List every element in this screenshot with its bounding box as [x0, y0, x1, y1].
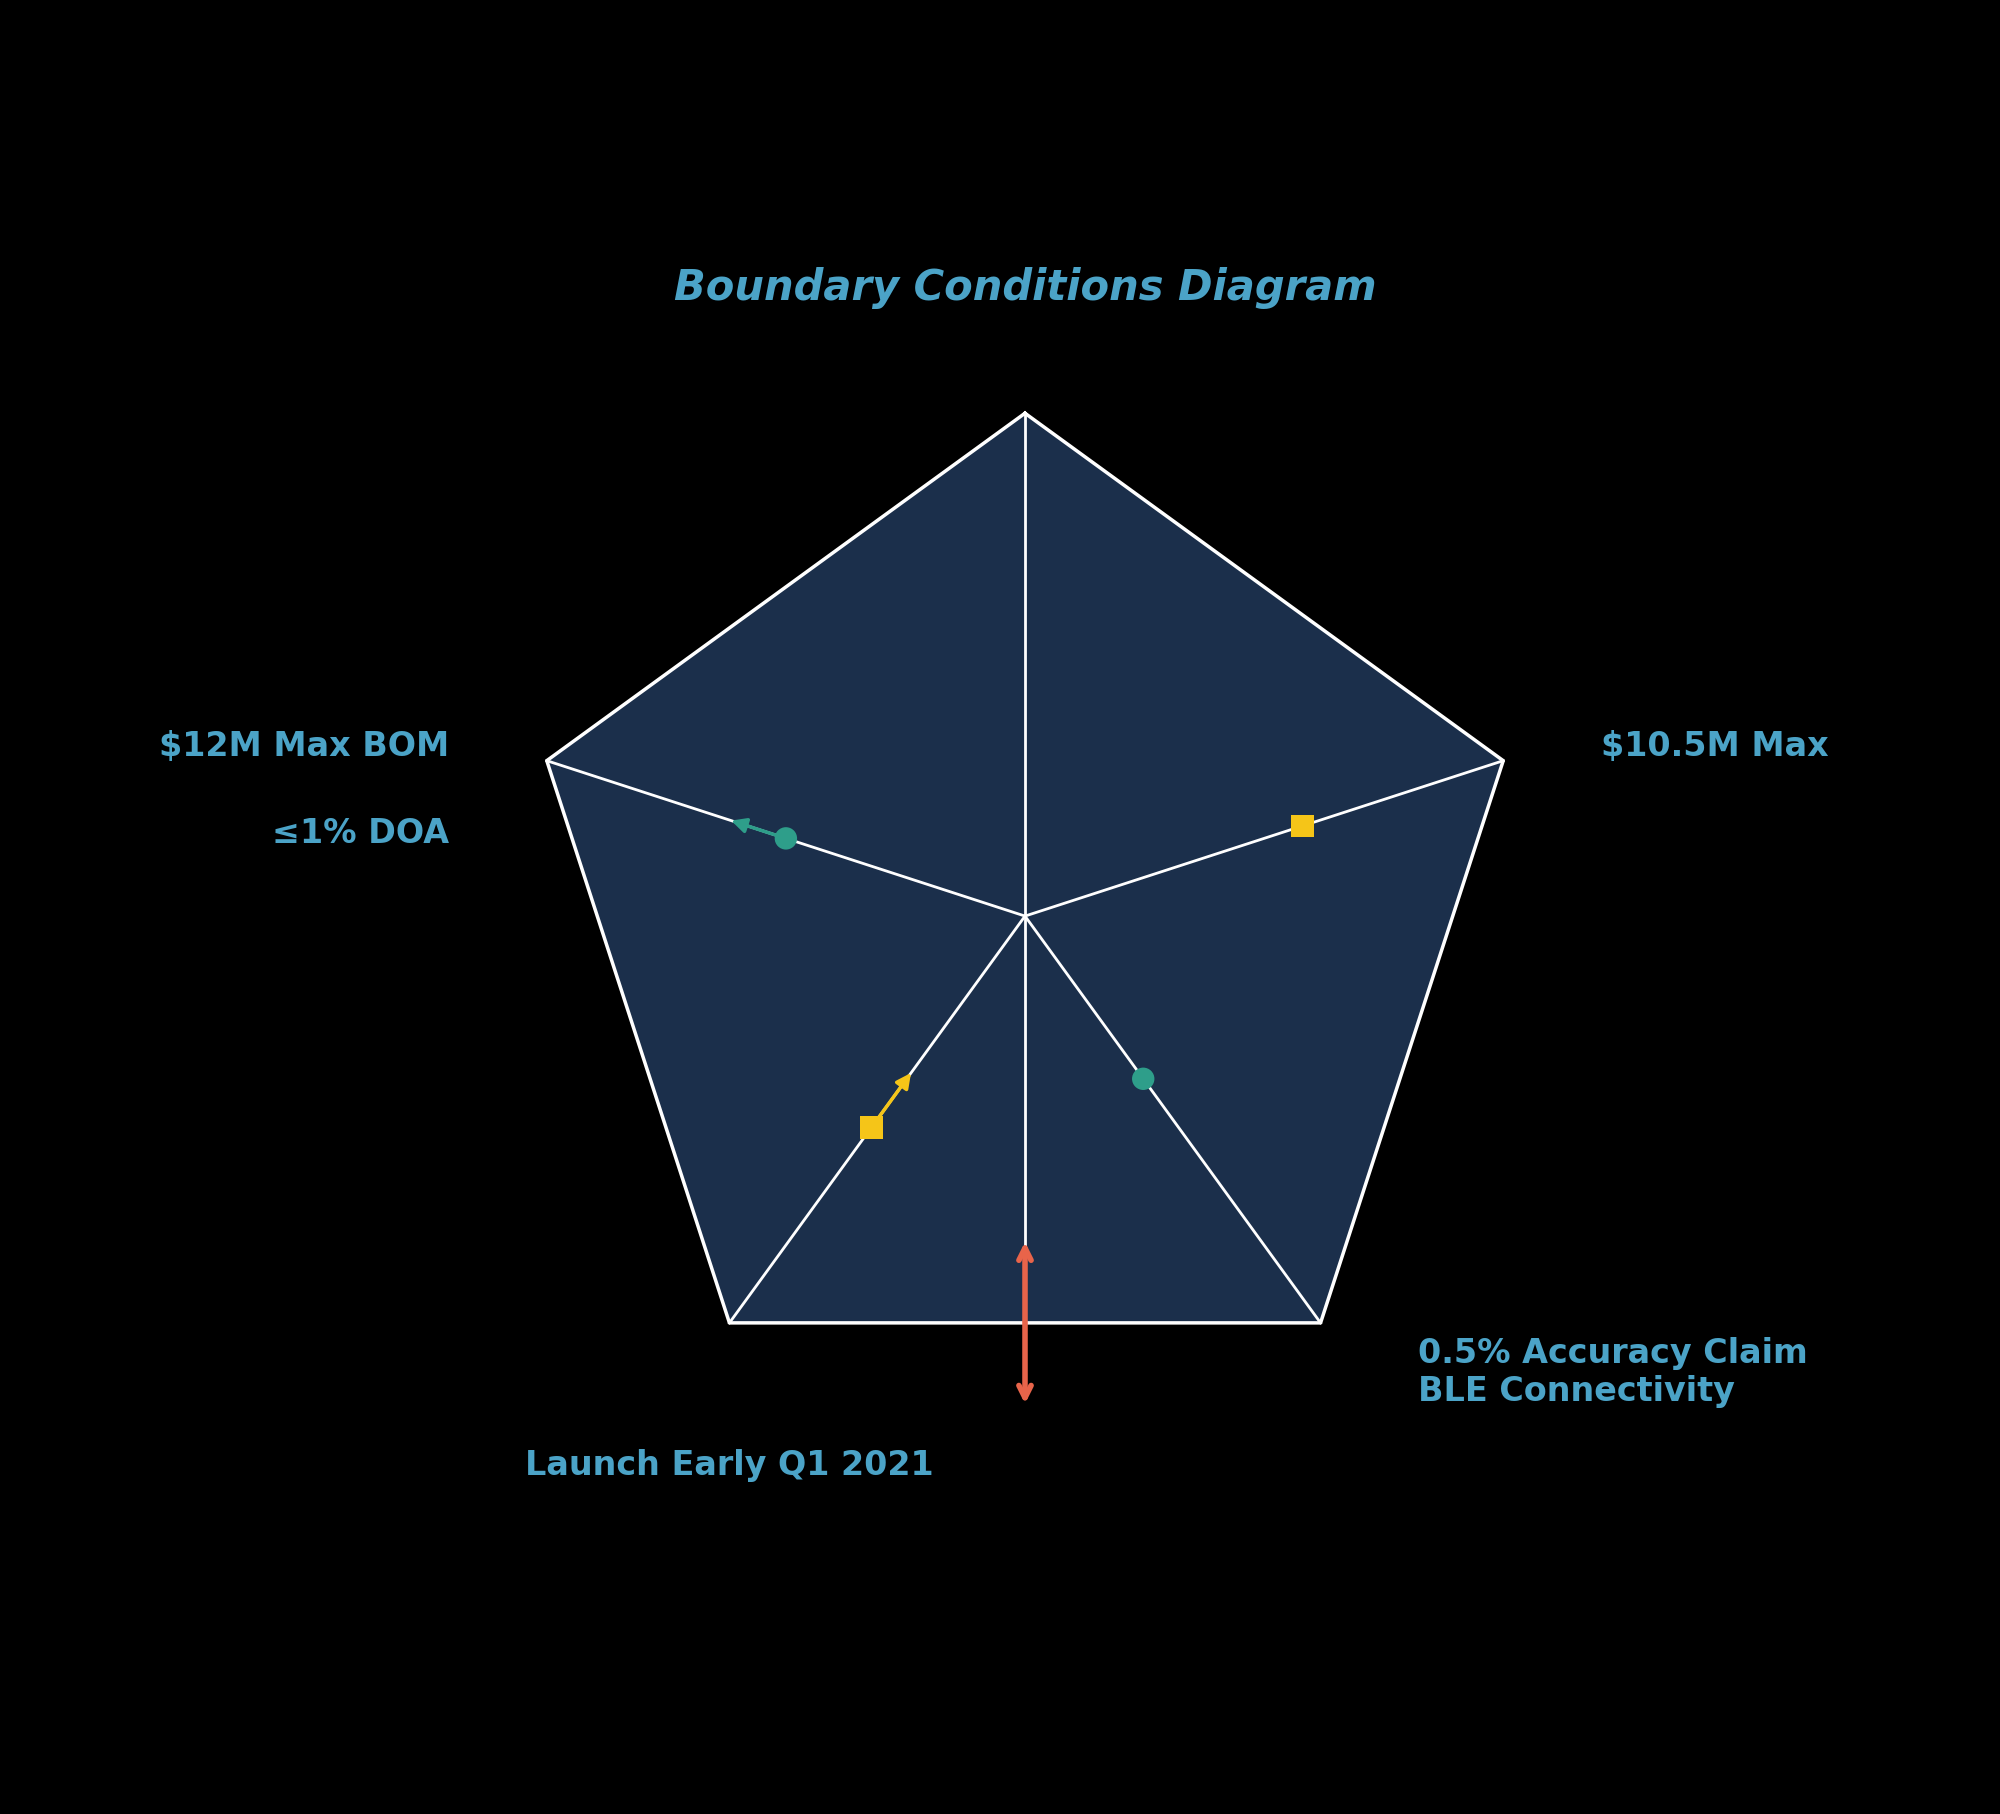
Text: Launch Early Q1 2021: Launch Early Q1 2021: [526, 1449, 934, 1482]
Text: $12M Max BOM: $12M Max BOM: [158, 731, 448, 764]
Point: [1286, 811, 1318, 840]
Polygon shape: [546, 414, 1504, 1322]
Point: [1128, 1065, 1160, 1094]
Point: [856, 1114, 888, 1143]
Text: $10.5M Max: $10.5M Max: [1602, 731, 1828, 764]
Text: ≤1% DOA: ≤1% DOA: [272, 816, 448, 849]
Text: Boundary Conditions Diagram: Boundary Conditions Diagram: [674, 267, 1376, 308]
Point: [770, 824, 802, 853]
Text: 0.5% Accuracy Claim
BLE Connectivity: 0.5% Accuracy Claim BLE Connectivity: [1418, 1337, 1808, 1408]
